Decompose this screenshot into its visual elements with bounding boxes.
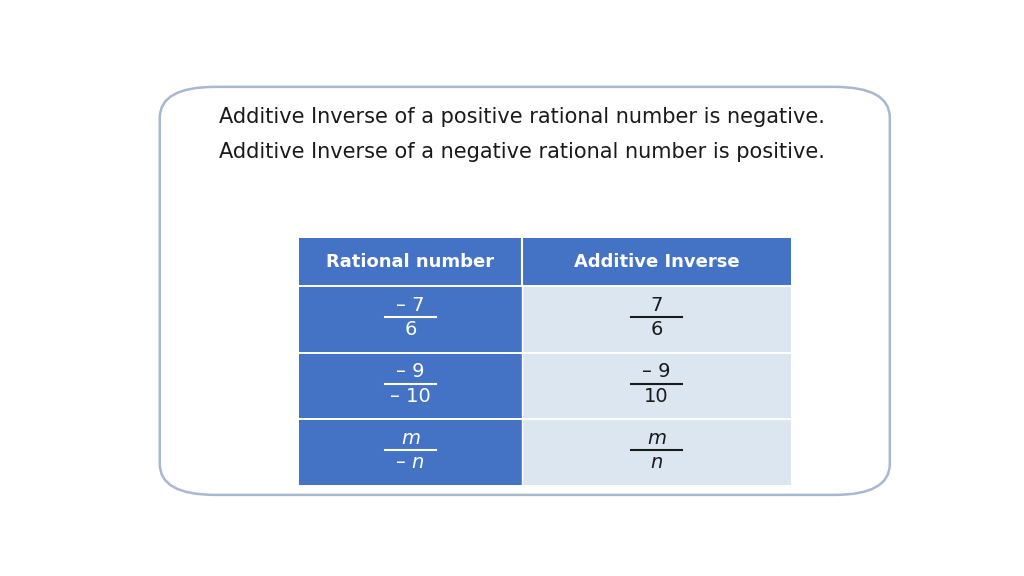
Text: – 9: – 9 (396, 362, 425, 381)
Text: Additive Inverse of a negative rational number is positive.: Additive Inverse of a negative rational … (219, 142, 825, 162)
Bar (299, 286, 522, 353)
Text: 6: 6 (404, 320, 417, 339)
Bar (522, 419, 791, 486)
Text: 7: 7 (650, 295, 663, 314)
Text: – 10: – 10 (390, 386, 431, 406)
Text: n: n (650, 453, 663, 472)
Bar (522, 238, 791, 286)
Text: 10: 10 (644, 386, 669, 406)
Text: – n: – n (396, 453, 425, 472)
Bar (299, 419, 522, 486)
Text: – 7: – 7 (396, 295, 425, 314)
Bar (299, 353, 522, 419)
FancyBboxPatch shape (160, 87, 890, 495)
Bar (522, 353, 791, 419)
Text: Rational number: Rational number (327, 253, 495, 271)
Text: Additive Inverse: Additive Inverse (573, 253, 739, 271)
Text: – 9: – 9 (642, 362, 671, 381)
Text: m: m (401, 429, 420, 448)
Text: m: m (647, 429, 666, 448)
Text: 6: 6 (650, 320, 663, 339)
Bar (299, 238, 522, 286)
Bar (522, 286, 791, 353)
Text: Additive Inverse of a positive rational number is negative.: Additive Inverse of a positive rational … (219, 107, 825, 127)
